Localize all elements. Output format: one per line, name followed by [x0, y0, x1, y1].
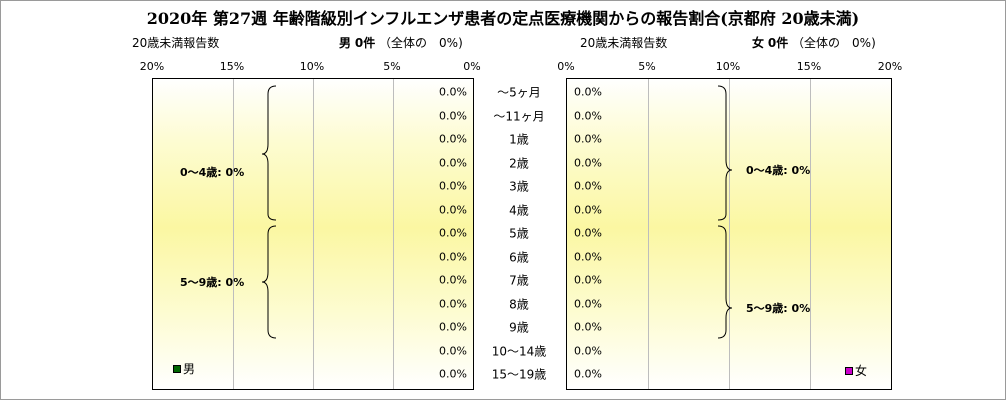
male-value-label: 0.0%: [439, 226, 467, 240]
male-subtitle: 20歳未満報告数: [132, 36, 220, 50]
female-value-label: 0.0%: [574, 344, 602, 357]
age-category-label: 15～19歳: [491, 367, 547, 382]
age-category-label: ～11ヶ月: [493, 109, 545, 123]
male-tick-label: 20%: [139, 60, 165, 73]
male-value-label: 0.0%: [439, 132, 467, 146]
female-value-label: 0.0%: [574, 297, 602, 310]
female-legend-swatch: [845, 366, 853, 375]
female-value-label: 0.0%: [574, 132, 602, 146]
female-count: 0件: [767, 36, 789, 50]
male-value-label: 0.0%: [439, 367, 467, 381]
male-header: 男 0件 （全体の 0%): [339, 34, 463, 51]
age-category-label: 3歳: [509, 179, 529, 194]
female-legend: 女: [845, 362, 867, 379]
female-value-label: 0.0%: [574, 320, 602, 334]
female-label: 女: [752, 36, 765, 50]
female-subtitle: 20歳未満報告数: [580, 36, 668, 50]
age-category-label: 1歳: [509, 132, 529, 147]
male-legend-label: 男: [183, 362, 196, 376]
gridline: [393, 79, 394, 389]
female-share: （全体の 0%): [792, 36, 876, 50]
female-value-label: 0.0%: [574, 156, 602, 169]
female-tick-label: 10%: [715, 60, 741, 73]
female-value-label: 0.0%: [574, 109, 602, 122]
male-value-label: 0.0%: [439, 297, 467, 310]
male-label: 男: [339, 36, 352, 50]
age-category-label: 2歳: [509, 156, 529, 170]
female-value-label: 0.0%: [574, 85, 602, 99]
chart-title: 2020年 第27週 年齢階級別インフルエンザ患者の定点医療機関からの報告割合(…: [146, 9, 860, 28]
female-value-label: 0.0%: [574, 273, 602, 287]
age-category-label: 7歳: [509, 273, 529, 288]
male-value-label: 0.0%: [439, 85, 467, 99]
male-value-label: 0.0%: [439, 156, 467, 169]
male-tick-label: 5%: [383, 60, 401, 73]
age-category-label: 5歳: [509, 226, 529, 241]
male-legend-swatch: [173, 364, 181, 373]
male-plot-area: [152, 78, 474, 390]
male-count: 0件: [354, 36, 376, 50]
female-group-label-5-9: 5～9歳: 0%: [746, 302, 811, 315]
gridline: [729, 79, 730, 389]
female-value-label: 0.0%: [574, 367, 602, 381]
male-group-brace: [261, 85, 277, 339]
female-tick-label: 5%: [638, 60, 656, 73]
male-group-label-0-4: 0～4歳: 0%: [180, 166, 245, 179]
gridline: [810, 79, 811, 389]
male-tick-label: 10%: [299, 60, 325, 73]
male-share: （全体の 0%): [379, 36, 463, 50]
age-category-label: 10～14歳: [491, 344, 547, 358]
male-value-label: 0.0%: [439, 179, 467, 193]
male-value-label: 0.0%: [439, 344, 467, 357]
male-value-label: 0.0%: [439, 320, 467, 334]
female-tick-label: 0%: [557, 60, 575, 73]
female-legend-label: 女: [855, 364, 868, 378]
female-header: 女 0件 （全体の 0%): [752, 34, 876, 51]
female-group-brace: [717, 85, 733, 339]
female-tick-label: 15%: [796, 60, 822, 73]
male-tick-label: 15%: [219, 60, 245, 73]
female-value-label: 0.0%: [574, 226, 602, 240]
male-group-label-5-9: 5～9歳: 0%: [180, 276, 245, 289]
age-category-label: 9歳: [509, 320, 529, 335]
age-category-label: 6歳: [509, 250, 529, 264]
gridline: [313, 79, 314, 389]
female-value-label: 0.0%: [574, 203, 602, 216]
age-category-label: ～5ヶ月: [497, 85, 541, 100]
female-tick-label: 20%: [877, 60, 903, 73]
age-category-label: 8歳: [509, 297, 529, 311]
female-value-label: 0.0%: [574, 179, 602, 193]
male-value-label: 0.0%: [439, 109, 467, 122]
female-group-label-0-4: 0～4歳: 0%: [746, 164, 811, 177]
gridline: [233, 79, 234, 389]
gridline: [648, 79, 649, 389]
male-value-label: 0.0%: [439, 203, 467, 216]
male-tick-label: 0%: [463, 60, 481, 73]
male-legend: 男: [173, 360, 195, 377]
age-category-label: 4歳: [509, 203, 529, 217]
female-plot-area: [566, 78, 892, 390]
male-value-label: 0.0%: [439, 273, 467, 287]
female-value-label: 0.0%: [574, 250, 602, 263]
male-value-label: 0.0%: [439, 250, 467, 263]
